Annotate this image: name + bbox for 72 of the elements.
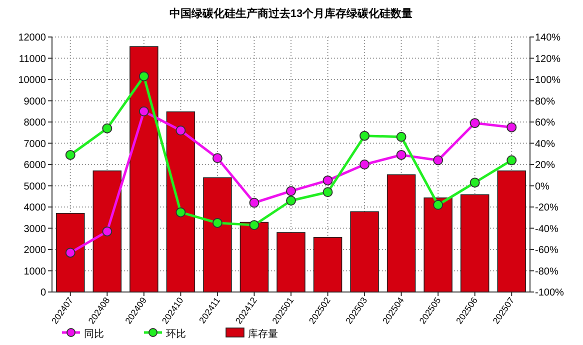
legend-环比: 环比 <box>144 328 186 340</box>
point <box>506 155 517 166</box>
bar <box>92 170 122 292</box>
point <box>176 207 186 218</box>
bar <box>460 194 490 292</box>
bar <box>497 170 526 292</box>
point <box>322 187 333 198</box>
y-tick-label: 10000 <box>18 75 46 86</box>
y2-tick-label: 20% <box>535 160 556 171</box>
y-tick-label: 3000 <box>24 224 46 235</box>
y-tick-label: 5000 <box>24 181 46 192</box>
point <box>138 106 149 116</box>
point <box>102 123 112 134</box>
y2-tick-label: -20% <box>535 202 558 214</box>
y-tick-label: 11000 <box>18 54 46 65</box>
bar <box>240 222 269 292</box>
point <box>65 150 76 160</box>
y2-tick-label: 0% <box>535 181 550 192</box>
point <box>396 150 406 160</box>
bar <box>386 174 416 292</box>
y2-tick-label: 100% <box>535 75 561 86</box>
y-tick-label: 1000 <box>24 266 46 278</box>
point <box>249 198 260 208</box>
legend-label: 同比 <box>84 328 104 340</box>
point <box>396 132 406 142</box>
point <box>470 118 480 128</box>
point <box>212 153 222 164</box>
point <box>470 178 480 188</box>
chart-title: 中国绿碳化硅生产商过去13个月库存绿碳化硅数量 <box>169 7 413 20</box>
bar <box>56 212 85 292</box>
point <box>176 126 186 136</box>
legend-同比: 同比 <box>62 328 104 340</box>
bar <box>130 46 158 292</box>
y2-tick-label: 120% <box>535 54 561 65</box>
point <box>286 186 296 196</box>
y-tick-label: 2000 <box>24 245 46 256</box>
legend-库存量: 库存量 <box>226 328 278 340</box>
y2-tick-label: -60% <box>535 245 558 256</box>
y2-tick-label: 80% <box>535 96 556 108</box>
point <box>65 248 76 258</box>
y2-tick-label: -100% <box>535 288 564 298</box>
point <box>286 196 296 206</box>
y-tick-label: 12000 <box>18 32 46 44</box>
y2-tick-label: 60% <box>535 118 556 128</box>
y2-tick-label: -40% <box>535 224 558 235</box>
point <box>360 160 370 170</box>
point <box>249 220 260 230</box>
bar <box>166 111 196 292</box>
y-tick-label: 0 <box>40 288 46 298</box>
point <box>138 71 149 82</box>
y-tick-label: 9000 <box>24 96 46 108</box>
point <box>433 155 444 166</box>
point <box>506 122 517 132</box>
point <box>433 200 444 210</box>
bar <box>203 177 232 292</box>
y2-tick-label: 140% <box>535 32 561 44</box>
bar <box>424 197 452 292</box>
bar <box>350 211 379 292</box>
y-tick-label: 6000 <box>24 160 46 171</box>
y2-tick-label: -80% <box>535 266 558 278</box>
y2-tick-label: 40% <box>535 138 556 150</box>
point <box>322 175 333 186</box>
y-tick-label: 4000 <box>24 202 46 214</box>
point <box>360 130 370 141</box>
point <box>102 226 112 236</box>
legend-label: 环比 <box>166 328 186 340</box>
bar <box>276 232 306 292</box>
y-tick-label: 7000 <box>24 138 46 150</box>
bar <box>313 236 342 292</box>
legend-label: 库存量 <box>248 328 278 340</box>
y-tick-label: 8000 <box>24 118 46 128</box>
point <box>212 218 222 228</box>
